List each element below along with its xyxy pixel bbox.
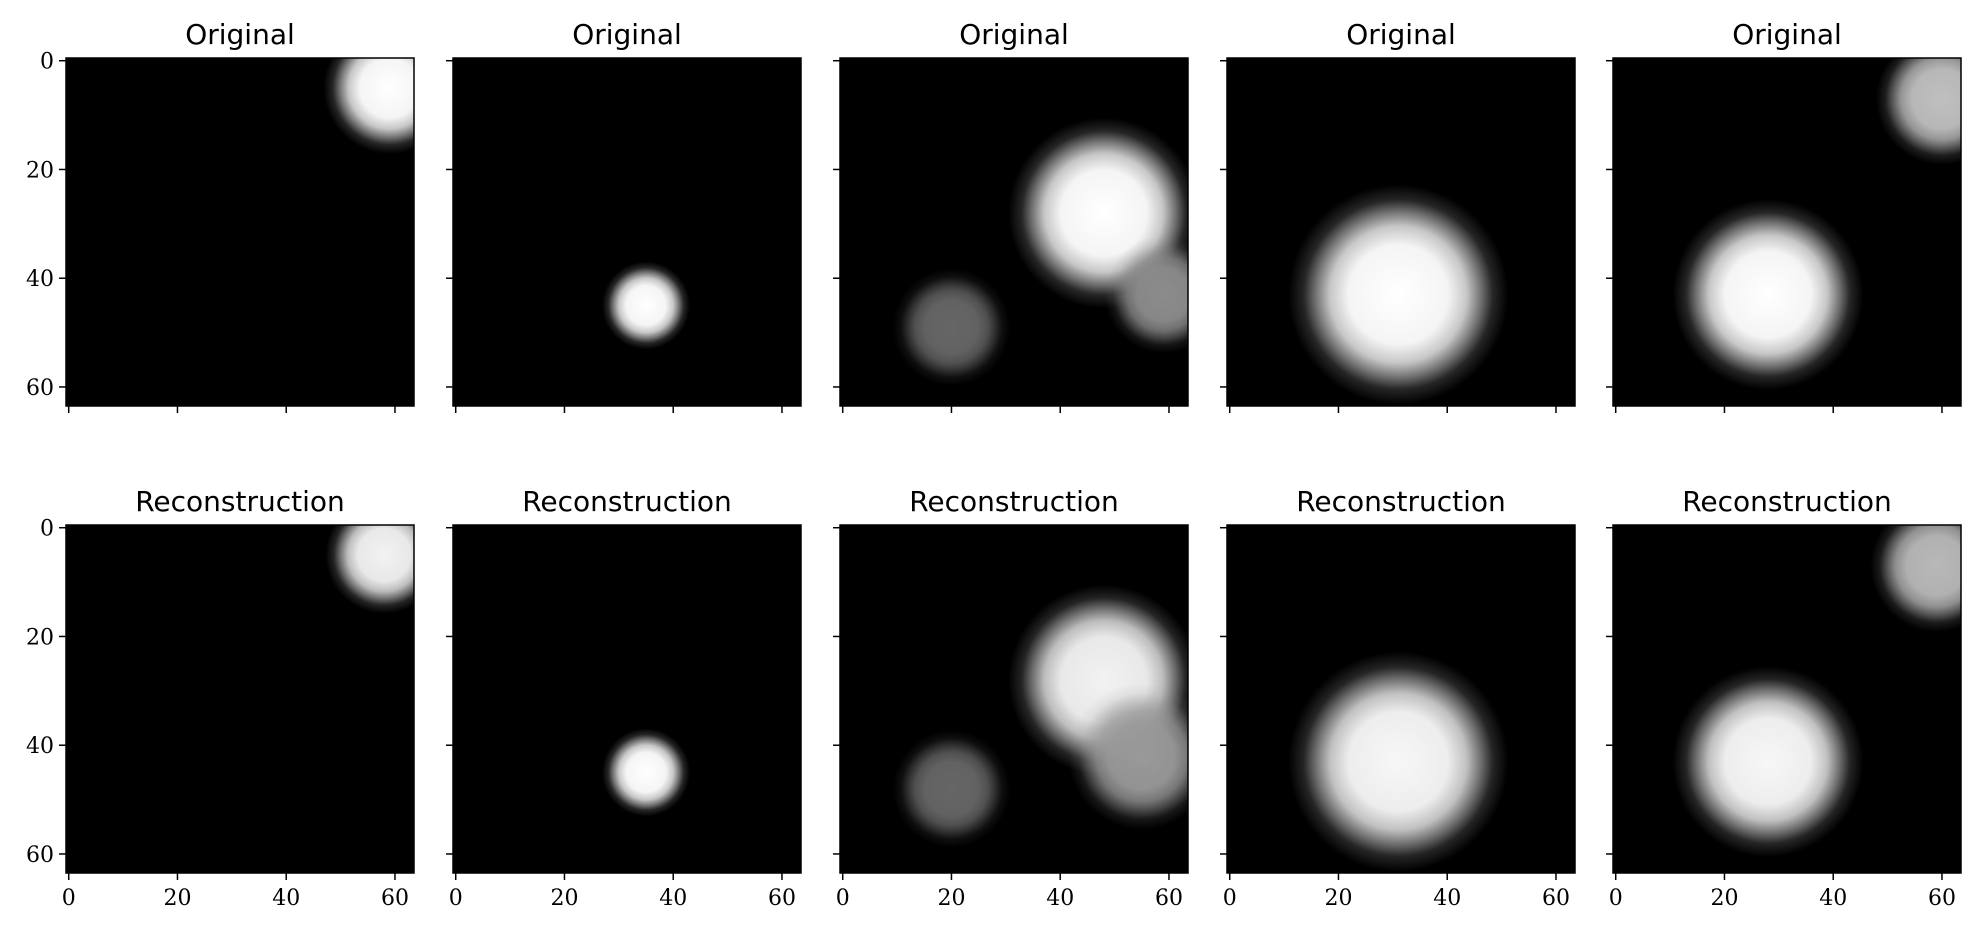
panel-title: Reconstruction bbox=[135, 485, 345, 518]
x-tick-label: 0 bbox=[62, 886, 76, 911]
x-tick-label: 40 bbox=[272, 886, 300, 911]
axes-frame bbox=[65, 57, 415, 407]
y-tick-label: 60 bbox=[26, 376, 54, 401]
image-content bbox=[892, 117, 1188, 386]
x-tick-label: 60 bbox=[1542, 886, 1570, 911]
panel-title: Reconstruction bbox=[909, 485, 1119, 518]
blob-mark bbox=[325, 525, 414, 614]
axes-frame bbox=[1226, 524, 1576, 874]
panel-title: Original bbox=[959, 18, 1069, 51]
axes-frame bbox=[839, 57, 1189, 407]
y-tick-label: 0 bbox=[40, 50, 54, 75]
y-tick-label: 20 bbox=[26, 158, 54, 183]
blob-mark bbox=[1068, 682, 1188, 830]
image-content bbox=[892, 584, 1188, 848]
image-panel-r0-c4: Original bbox=[1606, 18, 1962, 413]
image-content bbox=[1288, 184, 1509, 405]
x-tick-label: 40 bbox=[1433, 886, 1461, 911]
y-tick-label: 40 bbox=[26, 267, 54, 292]
blob-mark bbox=[1104, 235, 1188, 354]
image-background bbox=[453, 525, 801, 873]
blob-mark bbox=[1672, 199, 1864, 390]
x-tick-label: 20 bbox=[550, 886, 578, 911]
axes-frame bbox=[1226, 57, 1576, 407]
y-tick-label: 60 bbox=[26, 843, 54, 868]
axes-frame bbox=[452, 57, 802, 407]
y-tick-label: 20 bbox=[26, 625, 54, 650]
x-tick-label: 0 bbox=[1223, 886, 1237, 911]
image-content bbox=[323, 58, 414, 154]
blob-mark bbox=[1870, 525, 1961, 632]
blob-mark bbox=[1288, 651, 1509, 872]
blob-mark bbox=[1875, 58, 1961, 165]
axes-frame bbox=[1612, 57, 1962, 407]
x-tick-label: 0 bbox=[1609, 886, 1623, 911]
x-tick-label: 0 bbox=[836, 886, 850, 911]
blob-mark bbox=[892, 729, 1011, 848]
image-content bbox=[601, 728, 691, 817]
image-panel-r0-c0: Original 0 20 40 60 bbox=[26, 18, 415, 413]
axes-frame bbox=[452, 524, 802, 874]
image-content bbox=[1288, 651, 1509, 872]
image-content bbox=[601, 261, 691, 350]
y-tick-label: 40 bbox=[26, 734, 54, 759]
blob-mark bbox=[323, 58, 414, 154]
panel-title: Original bbox=[1732, 18, 1842, 51]
image-panel-r1-c0: Reconstruction 0 20 40 60 0 20 40 60 bbox=[26, 485, 415, 911]
panel-title: Reconstruction bbox=[1682, 485, 1892, 518]
image-panel-r1-c3: Reconstruction 0 20 40 60 bbox=[1220, 485, 1576, 911]
image-panel-r1-c1: Reconstruction 0 20 40 60 bbox=[446, 485, 802, 911]
x-tick-label: 0 bbox=[449, 886, 463, 911]
blob-mark bbox=[601, 728, 691, 817]
image-panel-r0-c3: Original bbox=[1220, 18, 1576, 413]
blob-mark bbox=[892, 268, 1011, 386]
panel-title: Original bbox=[572, 18, 682, 51]
y-tick-label: 0 bbox=[40, 517, 54, 542]
panel-title: Reconstruction bbox=[522, 485, 732, 518]
x-tick-label: 20 bbox=[937, 886, 965, 911]
axes-frame bbox=[1612, 524, 1962, 874]
x-tick-label: 40 bbox=[1819, 886, 1847, 911]
image-content bbox=[1672, 58, 1961, 390]
blob-mark bbox=[601, 261, 691, 350]
panel-title: Original bbox=[1346, 18, 1456, 51]
blob-mark bbox=[1288, 184, 1509, 405]
x-tick-label: 60 bbox=[1155, 886, 1183, 911]
image-panel-r0-c2: Original bbox=[833, 18, 1189, 413]
x-tick-label: 60 bbox=[1928, 886, 1956, 911]
image-content bbox=[1672, 525, 1961, 857]
panel-title: Reconstruction bbox=[1296, 485, 1506, 518]
blob-mark bbox=[1672, 666, 1864, 857]
x-tick-label: 20 bbox=[1324, 886, 1352, 911]
image-background bbox=[453, 58, 801, 406]
axes-frame bbox=[65, 524, 415, 874]
panel-title: Original bbox=[185, 18, 295, 51]
x-tick-label: 20 bbox=[1710, 886, 1738, 911]
x-tick-label: 60 bbox=[768, 886, 796, 911]
x-tick-label: 20 bbox=[163, 886, 191, 911]
image-panel-r1-c2: Reconstruction 0 20 40 60 bbox=[833, 485, 1189, 911]
axes-frame bbox=[839, 524, 1189, 874]
image-panel-r0-c1: Original bbox=[446, 18, 802, 413]
x-tick-label: 40 bbox=[659, 886, 687, 911]
image-content bbox=[325, 525, 414, 614]
x-tick-label: 60 bbox=[381, 886, 409, 911]
x-tick-label: 40 bbox=[1046, 886, 1074, 911]
image-panel-r1-c4: Reconstruction 0 20 40 60 bbox=[1606, 485, 1962, 911]
